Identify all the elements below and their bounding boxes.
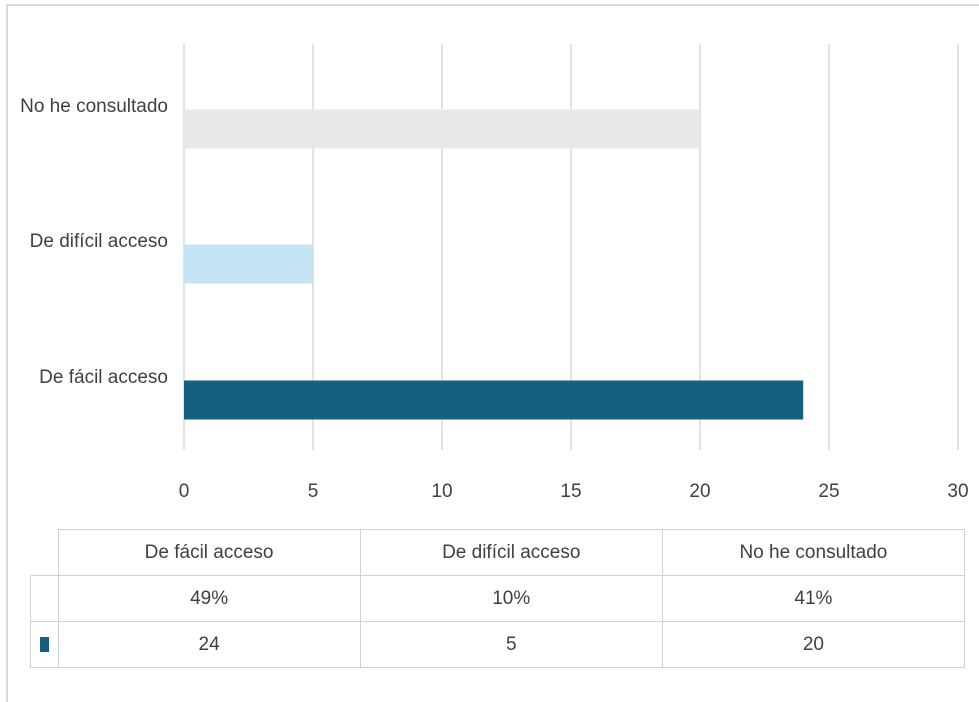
category-label: De fácil acceso bbox=[39, 367, 168, 388]
header-cell: De difícil acceso bbox=[359, 529, 663, 576]
count-cell: 5 bbox=[359, 621, 663, 668]
category-label: No he consultado bbox=[20, 96, 168, 117]
bar bbox=[184, 244, 313, 284]
x-tick-labels: 0 5 10 15 20 25 30 bbox=[179, 481, 969, 502]
x-tick-label: 10 bbox=[431, 481, 452, 502]
percent-cell: 49% bbox=[57, 575, 361, 622]
data-table: De fácil acceso De difícil acceso No he … bbox=[30, 529, 966, 668]
percent-cell: 10% bbox=[359, 575, 663, 622]
x-tick-label: 20 bbox=[689, 481, 710, 502]
bar bbox=[184, 380, 804, 420]
row-key-cell bbox=[30, 621, 59, 668]
bars bbox=[184, 109, 804, 420]
row-key-cell bbox=[30, 575, 59, 622]
header-cell: De fácil acceso bbox=[57, 529, 361, 576]
chart-frame bbox=[6, 4, 979, 702]
legend-key-swatch bbox=[39, 636, 49, 652]
percent-cell: 41% bbox=[661, 575, 966, 622]
count-cell: 20 bbox=[661, 621, 966, 668]
bar-chart: De fácil acceso De difícil acceso No he co… bbox=[20, 44, 969, 502]
category-label: De difícil acceso bbox=[30, 231, 168, 252]
category-labels: De fácil acceso De difícil acceso No he co… bbox=[20, 96, 168, 388]
count-cell: 24 bbox=[57, 621, 361, 668]
data-table-header-row: De fácil acceso De difícil acceso No he … bbox=[30, 529, 966, 576]
data-table-percent-row: 49% 10% 41% bbox=[30, 575, 966, 622]
x-tick-label: 15 bbox=[560, 481, 581, 502]
data-table-count-row: 24 5 20 bbox=[30, 621, 966, 668]
x-tick-label: 5 bbox=[308, 481, 319, 502]
table-corner-cell bbox=[30, 529, 59, 576]
header-cell: No he consultado bbox=[661, 529, 966, 576]
x-tick-label: 25 bbox=[818, 481, 839, 502]
x-tick-label: 30 bbox=[947, 481, 968, 502]
bar bbox=[184, 109, 700, 149]
x-tick-label: 0 bbox=[179, 481, 190, 502]
